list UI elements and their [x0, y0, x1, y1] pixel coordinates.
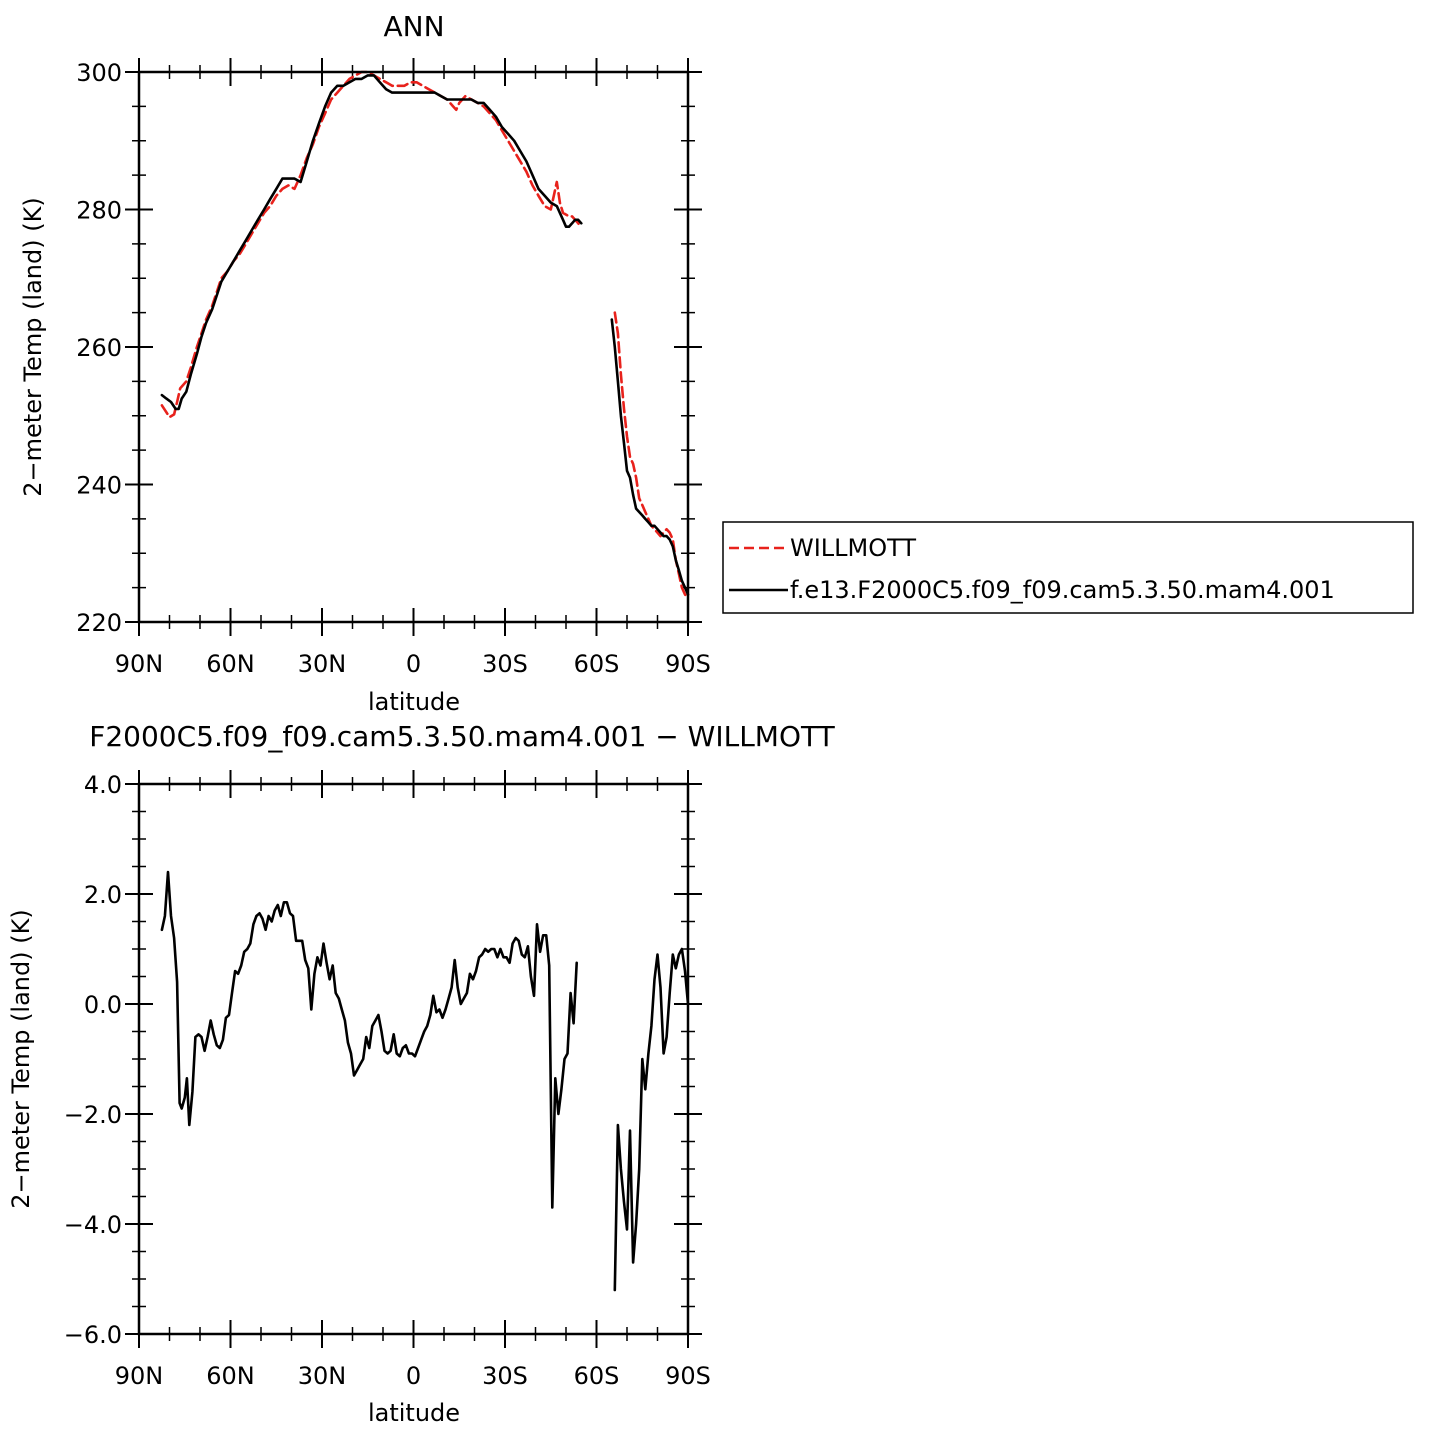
- top-chart-ylabel: 2−meter Temp (land) (K): [19, 197, 47, 496]
- series-line-0-segment-0: [160, 70, 583, 419]
- y-tick-label: 220: [76, 609, 122, 637]
- x-tick-label: 90N: [115, 650, 164, 678]
- bottom-chart-x-tick-labels: 90N 60N 30N 0 30S 60S 90S: [115, 1362, 711, 1390]
- series-line-1-segment-0: [160, 74, 583, 411]
- y-tick-label: −4.0: [64, 1211, 122, 1239]
- top-chart-y-tick-labels: 220 240 260 280 300: [76, 59, 122, 637]
- legend-box: [722, 521, 1414, 614]
- top-chart-frame: [137, 70, 690, 624]
- x-tick-label: 60S: [574, 1362, 620, 1390]
- bottom-chart-y-tick-labels: −6.0 −4.0 −2.0 0.0 2.0 4.0: [64, 771, 122, 1349]
- series-line-0-segment-0: [160, 870, 579, 1209]
- x-tick-label: 30S: [482, 1362, 528, 1390]
- bottom-chart-series: [160, 870, 690, 1292]
- y-tick-label: 280: [76, 197, 122, 225]
- x-tick-label: 60N: [206, 1362, 255, 1390]
- y-tick-label: 300: [76, 59, 122, 87]
- bottom-chart-frame: [137, 782, 690, 1336]
- top-chart-title: ANN: [383, 10, 444, 43]
- x-tick-label: 0: [406, 650, 421, 678]
- y-tick-label: 4.0: [84, 771, 122, 799]
- bottom-chart-title: F2000C5.f09_f09.cam5.3.50.mam4.001 − WIL…: [89, 720, 835, 753]
- y-tick-label: 260: [76, 334, 122, 362]
- y-tick-label: 2.0: [84, 881, 122, 909]
- x-tick-label: 60N: [206, 650, 255, 678]
- x-tick-label: 30N: [298, 1362, 347, 1390]
- series-line-1-segment-1: [610, 318, 690, 596]
- x-tick-label: 90S: [665, 1362, 711, 1390]
- top-chart-series: [160, 70, 690, 600]
- x-tick-label: 30S: [482, 650, 528, 678]
- top-chart-x-tick-labels: 90N 60N 30N 0 30S 60S 90S: [115, 650, 711, 678]
- x-tick-label: 60S: [574, 650, 620, 678]
- y-tick-label: −6.0: [64, 1321, 122, 1349]
- x-tick-label: 90S: [665, 650, 711, 678]
- legend: WILLMOTT f.e13.F2000C5.f09_f09.cam5.3.50…: [722, 521, 1414, 614]
- bottom-chart-ylabel: 2−meter Temp (land) (K): [7, 909, 35, 1208]
- y-tick-label: 240: [76, 472, 122, 500]
- x-tick-label: 90N: [115, 1362, 164, 1390]
- legend-label-model: f.e13.F2000C5.f09_f09.cam5.3.50.mam4.001: [790, 576, 1335, 604]
- series-line-0-segment-1: [613, 947, 690, 1292]
- x-tick-label: 0: [406, 1362, 421, 1390]
- top-chart-xlabel: latitude: [368, 688, 460, 716]
- y-tick-label: 0.0: [84, 991, 122, 1019]
- legend-label-willmott: WILLMOTT: [790, 534, 916, 562]
- bottom-chart: F2000C5.f09_f09.cam5.3.50.mam4.001 − WIL…: [7, 720, 836, 1427]
- bottom-chart-xlabel: latitude: [368, 1399, 460, 1427]
- y-tick-label: −2.0: [64, 1101, 122, 1129]
- x-tick-label: 30N: [298, 650, 347, 678]
